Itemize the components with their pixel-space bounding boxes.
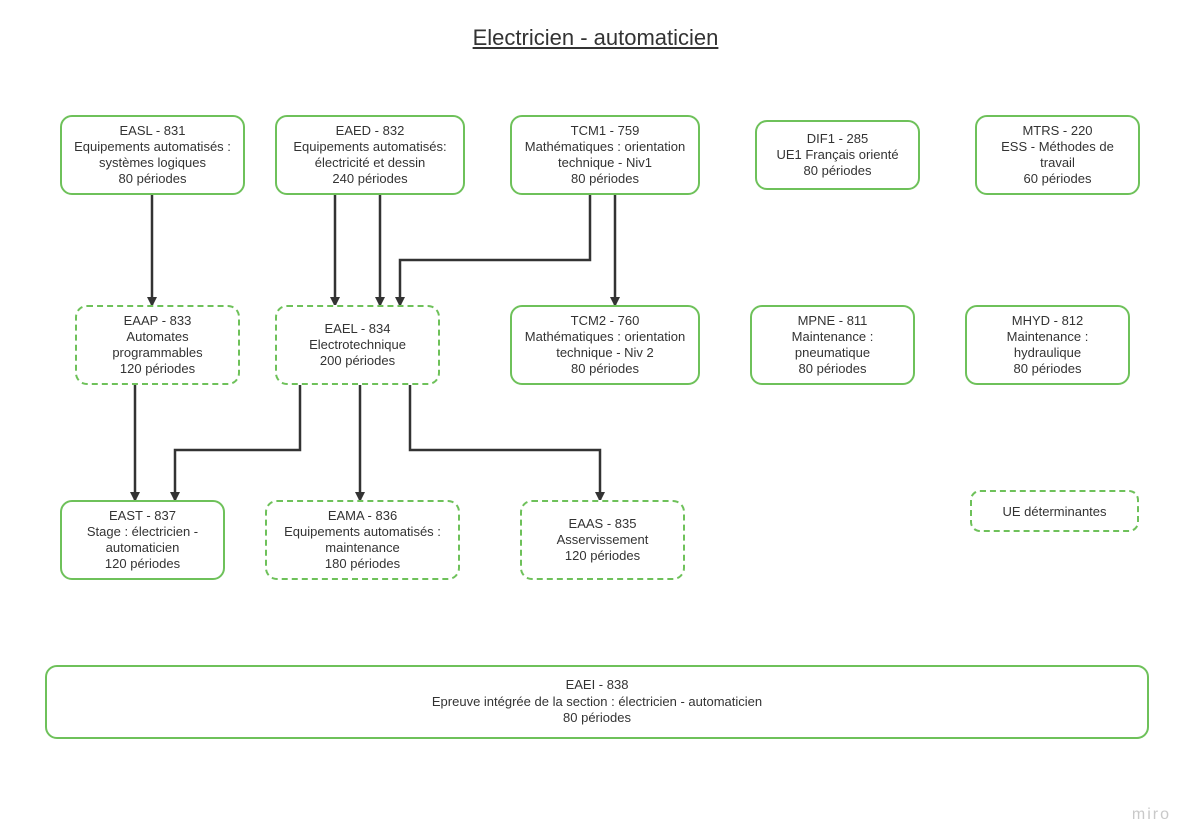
node-eama: EAMA - 836Equipements automatisés :maint… bbox=[265, 500, 460, 580]
node-tcm2-line-0: TCM2 - 760 bbox=[571, 313, 640, 329]
node-eael-line-0: EAEL - 834 bbox=[324, 321, 390, 337]
edge-tcm1_to_eael bbox=[400, 195, 590, 305]
node-mpne-line-1: Maintenance : bbox=[792, 329, 874, 345]
node-mhyd-line-3: 80 périodes bbox=[1014, 361, 1082, 377]
node-eaas-line-1: Asservissement bbox=[557, 532, 649, 548]
node-east-line-3: 120 périodes bbox=[105, 556, 180, 572]
node-easl-line-3: 80 périodes bbox=[119, 171, 187, 187]
legend-label: UE déterminantes bbox=[1002, 504, 1106, 519]
diagram-canvas: Electricien - automaticien EASL - 831Equ… bbox=[0, 0, 1191, 839]
node-eaed-line-2: électricité et dessin bbox=[315, 155, 426, 171]
node-east-line-2: automaticien bbox=[106, 540, 180, 556]
edge-eael_to_east bbox=[175, 385, 300, 500]
node-easl: EASL - 831Equipements automatisés :systè… bbox=[60, 115, 245, 195]
node-mhyd-line-0: MHYD - 812 bbox=[1012, 313, 1084, 329]
node-mpne-line-3: 80 périodes bbox=[799, 361, 867, 377]
node-tcm2-line-1: Mathématiques : orientation bbox=[525, 329, 685, 345]
node-eael: EAEL - 834Electrotechnique200 périodes bbox=[275, 305, 440, 385]
node-eaas-line-0: EAAS - 835 bbox=[569, 516, 637, 532]
node-eaas-line-2: 120 périodes bbox=[565, 548, 640, 564]
node-eaap-line-0: EAAP - 833 bbox=[124, 313, 192, 329]
node-easl-line-2: systèmes logiques bbox=[99, 155, 206, 171]
node-dif1-line-2: 80 périodes bbox=[804, 163, 872, 179]
node-mtrs-line-2: travail bbox=[1040, 155, 1075, 171]
node-east: EAST - 837Stage : électricien -automatic… bbox=[60, 500, 225, 580]
node-eaap: EAAP - 833Automatesprogrammables120 péri… bbox=[75, 305, 240, 385]
node-eama-line-3: 180 périodes bbox=[325, 556, 400, 572]
node-eael-line-2: 200 périodes bbox=[320, 353, 395, 369]
node-mtrs: MTRS - 220ESS - Méthodes detravail60 pér… bbox=[975, 115, 1140, 195]
node-eaei: EAEI - 838 Epreuve intégrée de la sectio… bbox=[45, 665, 1149, 739]
node-tcm2-line-3: 80 périodes bbox=[571, 361, 639, 377]
node-eaed-line-3: 240 périodes bbox=[332, 171, 407, 187]
footer-line-1: Epreuve intégrée de la section : électri… bbox=[432, 694, 762, 711]
edge-eael_to_eaas bbox=[410, 385, 600, 500]
node-mpne-line-0: MPNE - 811 bbox=[798, 313, 868, 329]
node-tcm2-line-2: technique - Niv 2 bbox=[556, 345, 654, 361]
node-mpne: MPNE - 811Maintenance :pneumatique80 pér… bbox=[750, 305, 915, 385]
node-eaap-line-3: 120 périodes bbox=[120, 361, 195, 377]
node-mhyd: MHYD - 812Maintenance :hydraulique80 pér… bbox=[965, 305, 1130, 385]
node-tcm1-line-3: 80 périodes bbox=[571, 171, 639, 187]
node-eama-line-1: Equipements automatisés : bbox=[284, 524, 441, 540]
node-tcm1-line-0: TCM1 - 759 bbox=[571, 123, 640, 139]
node-mpne-line-2: pneumatique bbox=[795, 345, 870, 361]
node-eaed-line-0: EAED - 832 bbox=[336, 123, 405, 139]
node-dif1-line-0: DIF1 - 285 bbox=[807, 131, 868, 147]
node-eaed-line-1: Equipements automatisés: bbox=[293, 139, 446, 155]
page-title: Electricien - automaticien bbox=[0, 25, 1191, 51]
node-easl-line-0: EASL - 831 bbox=[119, 123, 185, 139]
node-easl-line-1: Equipements automatisés : bbox=[74, 139, 231, 155]
node-tcm1-line-1: Mathématiques : orientation bbox=[525, 139, 685, 155]
node-eama-line-2: maintenance bbox=[325, 540, 399, 556]
node-tcm2: TCM2 - 760Mathématiques : orientationtec… bbox=[510, 305, 700, 385]
node-eael-line-1: Electrotechnique bbox=[309, 337, 406, 353]
node-east-line-0: EAST - 837 bbox=[109, 508, 176, 524]
node-mhyd-line-1: Maintenance : bbox=[1007, 329, 1089, 345]
footer-line-2: 80 périodes bbox=[563, 710, 631, 727]
node-eaas: EAAS - 835Asservissement120 périodes bbox=[520, 500, 685, 580]
node-mtrs-line-3: 60 périodes bbox=[1024, 171, 1092, 187]
footer-line-0: EAEI - 838 bbox=[566, 677, 629, 694]
node-mtrs-line-0: MTRS - 220 bbox=[1022, 123, 1092, 139]
node-dif1: DIF1 - 285UE1 Français orienté80 période… bbox=[755, 120, 920, 190]
node-eama-line-0: EAMA - 836 bbox=[328, 508, 397, 524]
node-east-line-1: Stage : électricien - bbox=[87, 524, 198, 540]
node-eaed: EAED - 832Equipements automatisés:électr… bbox=[275, 115, 465, 195]
node-mtrs-line-1: ESS - Méthodes de bbox=[1001, 139, 1114, 155]
node-tcm1-line-2: technique - Niv1 bbox=[558, 155, 652, 171]
miro-watermark: miro bbox=[1132, 806, 1171, 824]
legend-ue-determinantes: UE déterminantes bbox=[970, 490, 1139, 532]
node-eaap-line-2: programmables bbox=[112, 345, 202, 361]
node-tcm1: TCM1 - 759Mathématiques : orientationtec… bbox=[510, 115, 700, 195]
node-mhyd-line-2: hydraulique bbox=[1014, 345, 1081, 361]
node-eaap-line-1: Automates bbox=[126, 329, 188, 345]
node-dif1-line-1: UE1 Français orienté bbox=[776, 147, 898, 163]
